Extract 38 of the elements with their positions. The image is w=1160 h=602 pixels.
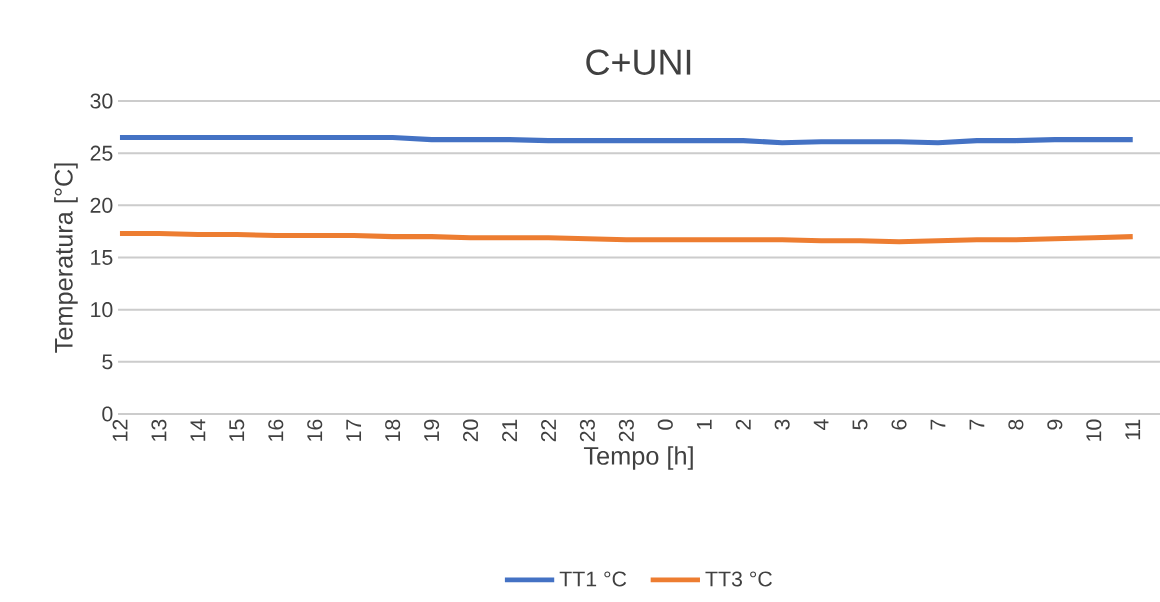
x-tick-label: 12 xyxy=(112,419,128,441)
x-tick-label: 21 xyxy=(502,419,517,442)
x-tick-label: 20 xyxy=(462,419,479,442)
x-tick-label: 23 xyxy=(618,419,634,442)
x-tick-label: 13 xyxy=(151,419,167,441)
legend-label: TT1 °C xyxy=(559,571,627,587)
x-tick-label: 11 xyxy=(1125,419,1141,440)
y-tick-label: 5 xyxy=(102,354,113,370)
y-tick-label: 15 xyxy=(91,250,113,265)
x-tick-label: 22 xyxy=(541,419,556,442)
x-tick-label: 19 xyxy=(424,419,440,441)
x-axis-title: Tempo [h] xyxy=(583,446,693,470)
legend-label: TT3 °C xyxy=(705,571,772,587)
x-tick-label: 0 xyxy=(657,419,673,430)
x-tick-label: 16 xyxy=(268,419,284,441)
y-tick-label: 25 xyxy=(90,145,113,161)
x-tick-label: 4 xyxy=(813,419,829,431)
y-tick-label: 30 xyxy=(90,93,113,109)
x-tick-label: 6 xyxy=(891,419,907,430)
y-axis-title: Temperatura [°C] xyxy=(54,163,78,353)
y-tick-label: 20 xyxy=(90,197,113,213)
x-tick-label: 8 xyxy=(1008,419,1024,430)
x-tick-label: 1 xyxy=(696,419,712,429)
x-tick-label: 15 xyxy=(229,419,245,441)
x-tick-label: 16 xyxy=(307,419,323,441)
x-tick-label: 5 xyxy=(852,419,868,430)
x-tick-label: 3 xyxy=(774,419,790,430)
x-tick-label: 7 xyxy=(969,419,985,430)
y-tick-label: 10 xyxy=(91,302,113,318)
x-tick-label: 14 xyxy=(190,419,206,441)
x-tick-label: 23 xyxy=(579,419,595,442)
chart-title: C+UNI xyxy=(586,49,691,75)
x-tick-label: 2 xyxy=(735,419,751,430)
x-tick-label: 17 xyxy=(346,419,362,441)
x-tick-label: 10 xyxy=(1086,419,1102,441)
x-tick-label: 9 xyxy=(1047,419,1063,430)
x-tick-label: 18 xyxy=(385,419,401,441)
x-tick-label: 7 xyxy=(930,419,946,430)
